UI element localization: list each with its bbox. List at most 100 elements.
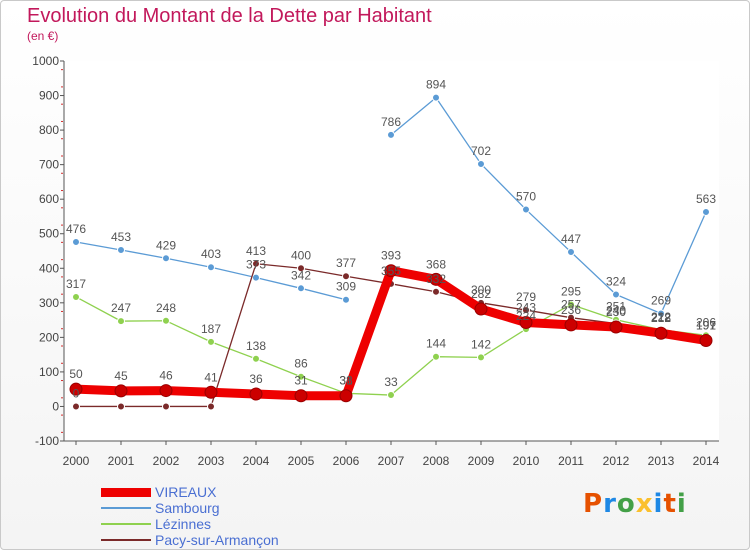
data-label: 295 [561,285,581,299]
data-label: 317 [66,277,86,291]
legend-item-vireaux: VIREAUX [101,484,279,500]
x-tick-label: 2013 [648,454,675,468]
data-label: 247 [111,301,131,315]
data-label: 257 [561,298,581,312]
data-point [567,248,575,257]
data-label: 894 [426,78,446,92]
logo-letter: o [616,489,636,519]
x-tick-label: 2004 [243,454,270,468]
data-point [204,385,218,399]
x-tick-label: 2005 [288,454,315,468]
logo-letter: P [583,489,604,519]
data-point [522,306,530,315]
data-label: 144 [426,337,446,351]
data-point [384,264,398,278]
data-point [162,316,170,325]
data-label: 300 [471,283,491,297]
data-label: 476 [66,222,86,236]
legend-swatch [101,539,151,541]
data-point [252,354,260,363]
data-point [162,402,170,411]
data-label: 251 [606,300,626,314]
logo-letter: i [676,489,687,519]
data-label: 309 [336,280,356,294]
data-label: 373 [246,258,266,272]
chart-legend: VIREAUX Sambourg Lézinnes Pacy-sur-Armançon [101,484,279,548]
data-point [387,391,395,400]
data-point [567,300,575,309]
data-point [564,318,578,332]
data-label: 31 [339,374,353,388]
data-label: 36 [249,372,263,386]
data-point [159,384,173,398]
data-label: 368 [426,257,446,271]
data-label: 191 [696,318,716,332]
data-label: 50 [69,367,83,381]
logo-letter: r [603,489,617,519]
data-label: 240 [606,304,626,318]
data-label: 393 [381,249,401,263]
y-tick-label: 700 [39,158,59,172]
data-point [387,130,395,139]
legend-label: Pacy-sur-Armançon [155,532,279,548]
data-point [477,159,485,168]
series-sambourg [72,93,710,318]
data-point [699,333,713,347]
data-point [252,259,260,268]
data-point [207,402,215,411]
x-tick-label: 2002 [153,454,180,468]
x-tick-label: 2007 [378,454,405,468]
data-point [72,292,80,301]
legend-item-pacy-sur-armancon: Pacy-sur-Armançon [101,532,279,548]
data-label: 138 [246,339,266,353]
data-label: 236 [561,303,581,317]
y-tick-label: 600 [39,192,59,206]
y-tick-label: 900 [39,89,59,103]
data-point [117,245,125,254]
data-point [609,320,623,334]
data-label: 224 [516,309,536,323]
data-label: 355 [381,264,401,278]
x-tick-label: 2011 [558,454,584,468]
data-label: 282 [471,287,491,301]
data-label: 429 [156,238,176,252]
data-point [432,352,440,361]
data-label: 342 [291,268,311,282]
chart-unit-label: (en €) [27,29,59,43]
y-tick-label: 100 [39,365,59,379]
data-point [207,337,215,346]
y-tick-label: 0 [52,399,59,413]
x-tick-label: 2012 [603,454,630,468]
x-tick-label: 2008 [423,454,450,468]
proxiti-logo: Proxiti [583,489,687,519]
x-tick-label: 2006 [333,454,360,468]
data-point [297,264,305,273]
legend-swatch [101,523,151,525]
data-point [114,384,128,398]
data-label: 230 [606,305,626,319]
x-tick-label: 2000 [63,454,90,468]
data-point [249,387,263,401]
data-point [339,389,353,403]
legend-item-lezinnes: Lézinnes [101,516,279,532]
data-point [117,402,125,411]
chart-title: Evolution du Montant de la Dette par Hab… [27,5,432,27]
data-label: 0 [73,386,80,400]
data-point [207,263,215,272]
legend-swatch [101,507,151,509]
data-label: 33 [384,375,398,389]
data-label: 786 [381,115,401,129]
data-label: 447 [561,232,581,246]
data-point [612,290,620,299]
data-label: 570 [516,190,536,204]
y-tick-label: -100 [35,434,59,448]
y-tick-label: 800 [39,123,59,137]
logo-letter: x [635,489,654,519]
data-label: 377 [336,256,356,270]
data-label: 45 [114,369,128,383]
data-point [432,287,440,296]
data-label: 212 [651,311,671,325]
y-tick-label: 1000 [32,54,59,68]
data-label: 563 [696,192,716,206]
data-point [342,295,350,304]
